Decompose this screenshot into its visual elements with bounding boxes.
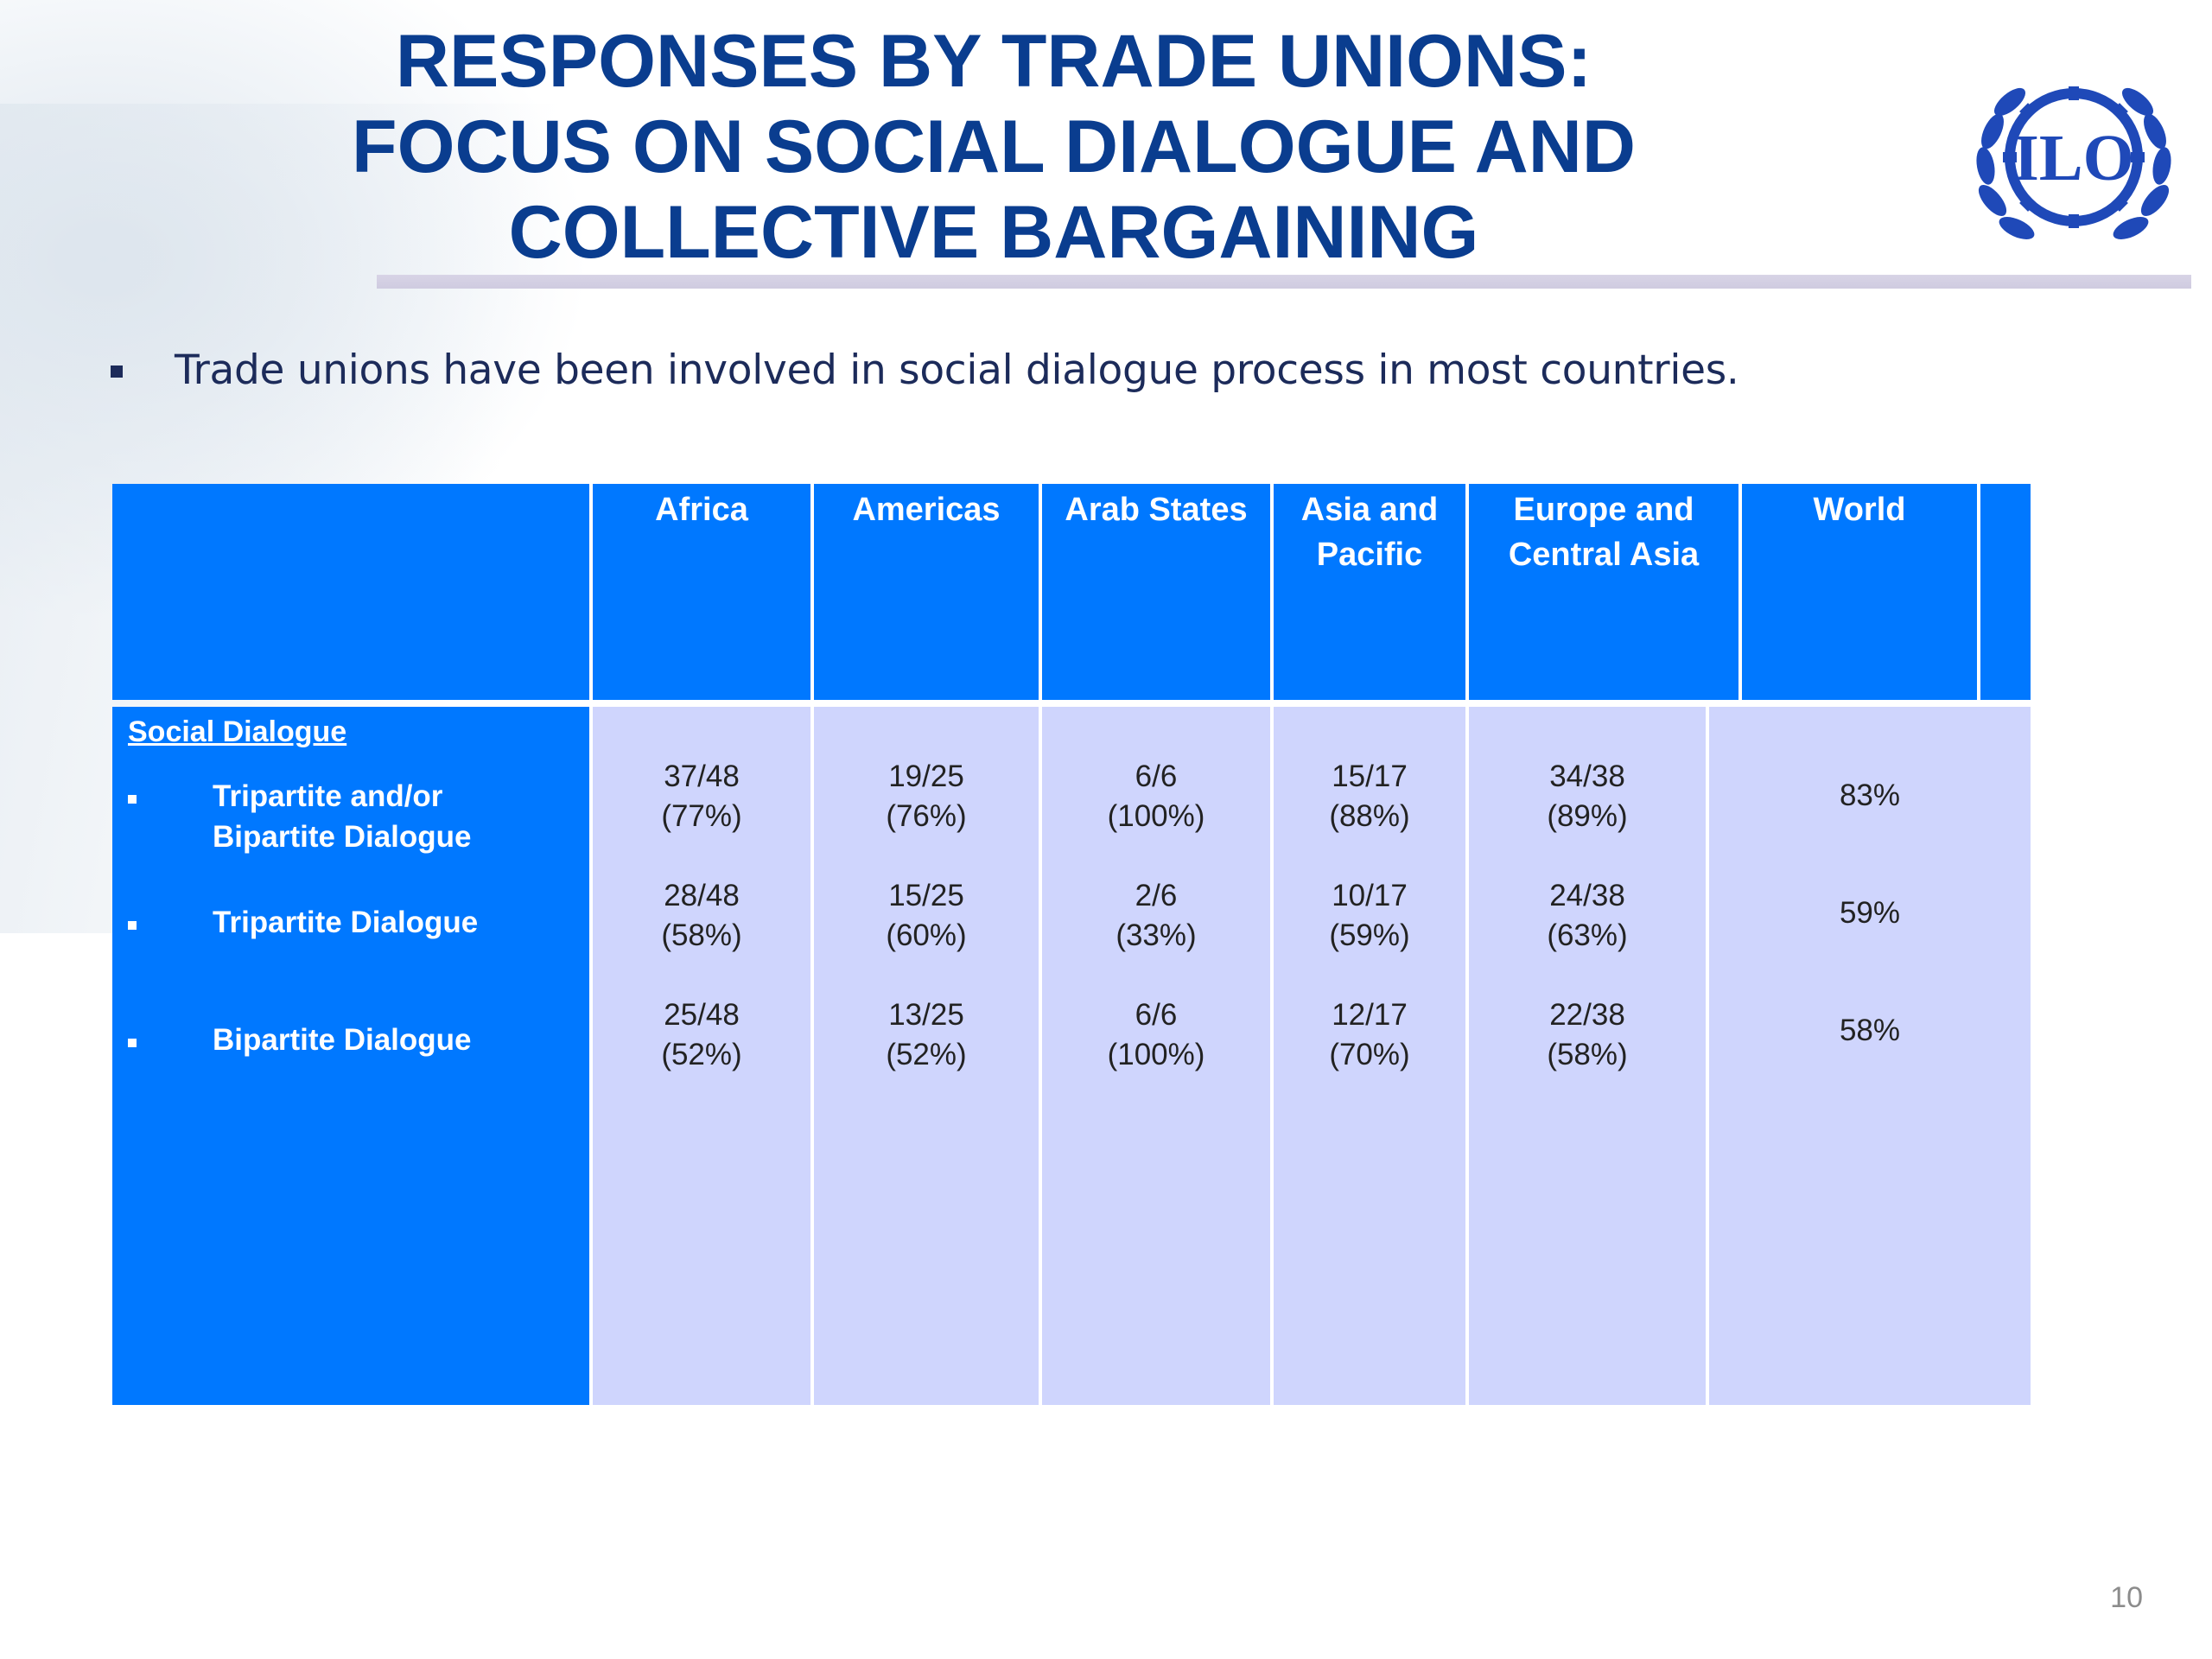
header-arab-states: Arab States <box>1042 484 1270 700</box>
value-cell: 34/38 (89%) <box>1547 760 1628 833</box>
header-americas: Americas <box>814 484 1039 700</box>
page-number: 10 <box>2110 1581 2143 1614</box>
title-line-2: FOCUS ON SOCIAL DIALOGUE AND <box>352 105 1636 188</box>
header-africa: Africa <box>593 484 810 700</box>
value-cell: 6/6 (100%) <box>1107 998 1205 1071</box>
header-label: Africa <box>655 492 748 528</box>
value-cell: 10/17 (59%) <box>1329 879 1410 952</box>
row-labels-column: Social Dialogue Tripartite and/or Biparti… <box>112 707 589 1405</box>
value-cell: 2/6 (33%) <box>1116 879 1197 952</box>
value-cell: 24/38 (63%) <box>1547 879 1628 952</box>
header-world: World <box>1742 484 1977 700</box>
bullet-text: Trade unions have been involved in socia… <box>175 346 1739 394</box>
row-label-text: Tripartite Dialogue <box>213 906 479 939</box>
results-table: Africa Americas Arab States Asia and Paci… <box>112 484 2031 1417</box>
row-label-text: Bipartite Dialogue <box>213 1023 472 1057</box>
ilo-logo: ILO <box>1976 86 2171 239</box>
value-cell: 22/38 (58%) <box>1547 998 1628 1071</box>
bullet-point: Trade unions have been involved in socia… <box>111 344 1739 396</box>
header-label: World <box>1813 492 1906 528</box>
column-arab-states: 6/6 (100%) 2/6 (33%) 6/6 (100%) <box>1042 707 1270 1405</box>
header-label: Americas <box>852 492 1001 528</box>
column-europe-central-asia: 34/38 (89%) 24/38 (63%) 22/38 (58%) <box>1469 707 1706 1405</box>
header-asia-pacific: Asia and Pacific <box>1274 484 1465 700</box>
header-label: Europe and <box>1513 492 1694 528</box>
value-cell: 15/17 (88%) <box>1329 760 1410 833</box>
value-cell: 28/48 (58%) <box>661 879 742 952</box>
bullet-square-icon <box>128 1039 137 1047</box>
value-cell: 25/48 (52%) <box>661 998 742 1071</box>
header-label: Arab States <box>1065 492 1248 528</box>
title-divider <box>377 275 2191 289</box>
header-label-2: Pacific <box>1316 537 1423 573</box>
value-cell: 19/25 (76%) <box>886 760 967 833</box>
header-label: Asia and <box>1300 492 1439 528</box>
row-label-text: Tripartite and/or <box>213 779 443 813</box>
column-world: 83% 59% 58% <box>1709 707 2031 1405</box>
header-corner-cell <box>112 484 589 700</box>
slide-title: RESPONSES BY TRADE UNIONS: FOCUS ON SOCI… <box>242 19 1745 276</box>
row-label-text-2: Bipartite Dialogue <box>213 820 472 854</box>
value-cell: 15/25 (60%) <box>886 879 967 952</box>
value-cell: 37/48 (77%) <box>661 760 742 833</box>
header-europe-central-asia: Europe and Central Asia <box>1469 484 1738 700</box>
bullet-square-icon <box>128 921 137 930</box>
world-value: 83% <box>1839 779 1901 812</box>
header-label-2: Central Asia <box>1508 537 1700 573</box>
world-value: 58% <box>1839 1014 1901 1047</box>
world-value: 59% <box>1839 896 1901 930</box>
svg-text:ILO: ILO <box>2013 122 2133 194</box>
bullet-square-icon <box>111 365 123 378</box>
value-cell: 13/25 (52%) <box>886 998 967 1071</box>
column-africa: 37/48 (77%) 28/48 (58%) 25/48 (52%) <box>593 707 810 1405</box>
section-heading: Social Dialogue <box>128 715 347 748</box>
column-asia-pacific: 15/17 (88%) 10/17 (59%) 12/17 (70%) <box>1274 707 1465 1405</box>
header-extra-cell <box>1980 484 2031 700</box>
title-line-1: RESPONSES BY TRADE UNIONS: <box>395 20 1592 103</box>
value-cell: 6/6 (100%) <box>1107 760 1205 833</box>
bullet-square-icon <box>128 795 137 804</box>
title-line-3: COLLECTIVE BARGAINING <box>508 191 1479 274</box>
column-americas: 19/25 (76%) 15/25 (60%) 13/25 (52%) <box>814 707 1039 1405</box>
value-cell: 12/17 (70%) <box>1329 998 1410 1071</box>
